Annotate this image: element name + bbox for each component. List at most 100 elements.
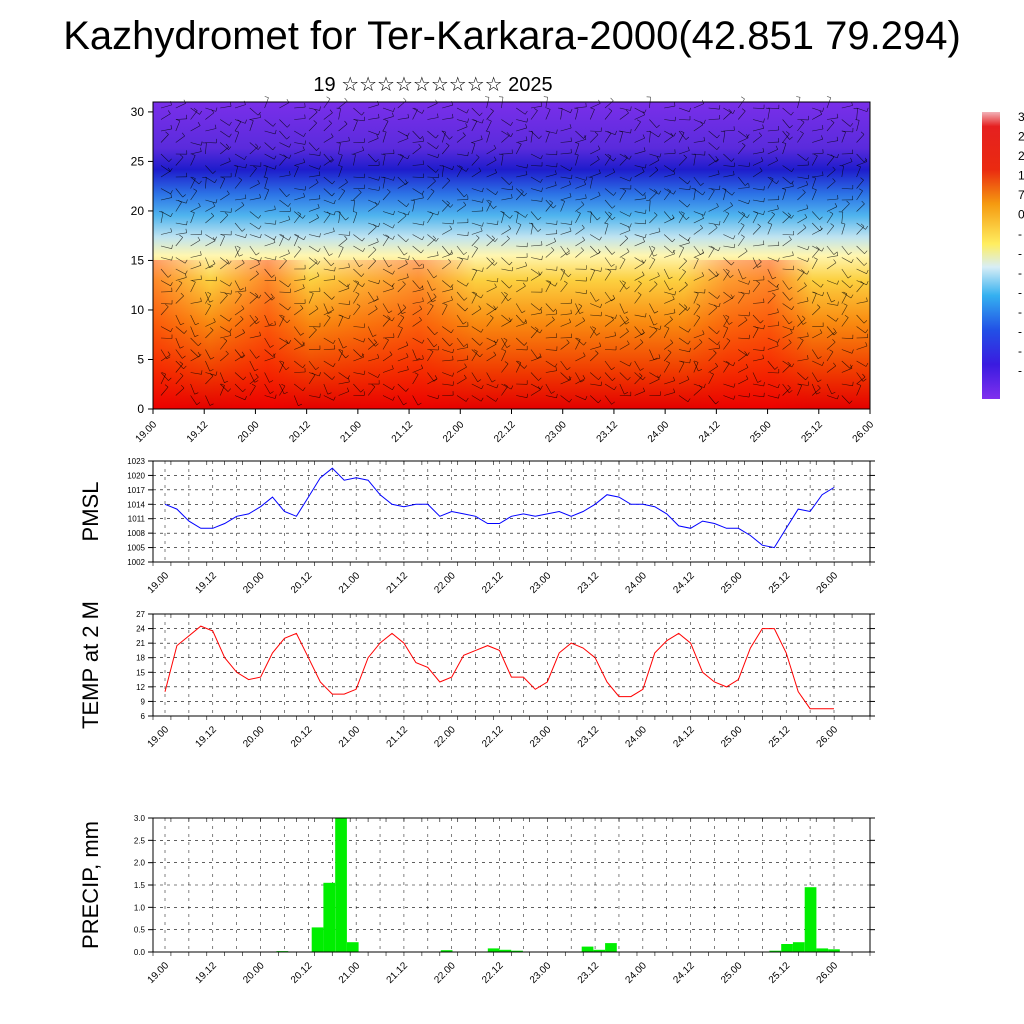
wind-barb bbox=[516, 265, 527, 270]
wind-barb bbox=[368, 308, 378, 316]
wind-barb-flag bbox=[659, 153, 662, 158]
wind-barb bbox=[471, 237, 480, 247]
wind-barb bbox=[382, 288, 394, 293]
wind-barb-flag bbox=[363, 370, 366, 375]
wind-barb-flag bbox=[452, 372, 455, 377]
wind-barb-flag bbox=[245, 119, 247, 124]
wind-barb bbox=[368, 130, 379, 136]
wind-barb-flag bbox=[698, 369, 703, 372]
y-axis-label: TEMP at 2 M bbox=[78, 601, 103, 729]
wind-barb-flag bbox=[760, 157, 764, 162]
wind-barb bbox=[175, 118, 187, 120]
wind-barb-flag bbox=[330, 159, 335, 163]
wind-barb bbox=[693, 153, 705, 156]
wind-barb-flag bbox=[656, 124, 660, 128]
wind-barb bbox=[234, 280, 241, 291]
wind-barb-flag bbox=[658, 354, 661, 359]
wind-barb-flag bbox=[450, 329, 454, 334]
wind-barb-flag bbox=[612, 168, 616, 173]
wind-barb-flag bbox=[283, 154, 287, 158]
wind-barb bbox=[323, 199, 335, 205]
wind-barb-flag bbox=[398, 326, 403, 329]
heatmap-x-tick-label: 24.12 bbox=[697, 419, 723, 445]
wind-barb bbox=[220, 353, 229, 362]
wind-barb-flag bbox=[777, 338, 780, 343]
wind-barb-flag bbox=[608, 108, 613, 112]
wind-barb-flag bbox=[288, 340, 292, 344]
wind-barb-flag bbox=[758, 132, 762, 136]
x-tick-label: 21.00 bbox=[337, 724, 363, 750]
wind-barb-flag bbox=[315, 305, 319, 309]
wind-barb-flag bbox=[807, 246, 810, 250]
wind-barb bbox=[678, 211, 687, 220]
wind-barb-flag bbox=[387, 188, 391, 193]
heatmap-x-tick-label: 25.00 bbox=[748, 419, 774, 445]
wind-barb-flag bbox=[495, 191, 499, 195]
wind-barb-flag bbox=[274, 165, 277, 170]
wind-barb-flag bbox=[777, 384, 780, 388]
wind-barb-flag bbox=[641, 271, 645, 276]
wind-barb-flag bbox=[422, 160, 424, 165]
wind-barb bbox=[427, 280, 433, 291]
wind-barb bbox=[841, 368, 853, 373]
wind-barb-flag bbox=[237, 119, 242, 122]
wind-barb-flag bbox=[555, 366, 557, 371]
wind-barb bbox=[412, 176, 424, 178]
wind-barb bbox=[427, 176, 439, 178]
wind-barb bbox=[160, 165, 171, 172]
wind-barb bbox=[308, 261, 318, 270]
wind-barb bbox=[678, 326, 689, 333]
wind-barb bbox=[471, 170, 482, 178]
wind-barb-flag bbox=[642, 329, 645, 333]
wind-barb-flag bbox=[361, 353, 365, 358]
wind-barb bbox=[294, 345, 305, 350]
wind-barb-flag bbox=[703, 211, 706, 216]
wind-barb-flag bbox=[596, 332, 601, 336]
wind-barb bbox=[841, 211, 844, 224]
wind-barb bbox=[841, 337, 853, 339]
wind-barb-flag bbox=[472, 291, 477, 294]
wind-barb bbox=[678, 150, 690, 155]
colorbar-label: - bbox=[1018, 344, 1022, 358]
wind-barb-flag bbox=[763, 325, 765, 330]
wind-barb bbox=[308, 291, 321, 293]
wind-barb bbox=[397, 130, 408, 137]
wind-barb bbox=[767, 257, 779, 262]
wind-barb bbox=[249, 376, 259, 385]
wind-barb-flag bbox=[318, 248, 321, 253]
wind-barb bbox=[338, 238, 348, 247]
wind-barb bbox=[160, 153, 170, 162]
wind-barb-flag bbox=[777, 204, 779, 209]
wind-barb-flag bbox=[258, 294, 262, 299]
wind-barb-flag bbox=[333, 275, 335, 280]
wind-barb-flag bbox=[568, 273, 572, 278]
wind-barb-flag bbox=[611, 216, 616, 221]
wind-barb-flag bbox=[256, 355, 260, 359]
wind-barb bbox=[589, 328, 596, 339]
wind-barb bbox=[797, 340, 804, 350]
wind-barb-flag bbox=[772, 292, 776, 296]
wind-barb-flag bbox=[745, 363, 749, 368]
wind-barb bbox=[382, 222, 393, 229]
wind-barb-flag bbox=[209, 327, 214, 331]
wind-barb bbox=[619, 112, 629, 120]
wind-barb-flag bbox=[856, 383, 862, 386]
wind-barb-flag bbox=[763, 118, 765, 123]
wind-barb-flag bbox=[657, 375, 660, 380]
wind-barb-flag bbox=[541, 255, 543, 260]
wind-barb bbox=[338, 303, 350, 305]
wind-barb bbox=[797, 122, 805, 132]
wind-barb-flag bbox=[599, 236, 602, 241]
wind-barb-flag bbox=[476, 235, 480, 239]
wind-barb bbox=[368, 357, 379, 362]
wind-barb bbox=[752, 160, 764, 166]
wind-barb bbox=[323, 317, 331, 327]
wind-barb bbox=[175, 295, 184, 304]
wind-barb bbox=[738, 280, 749, 285]
wind-barb bbox=[501, 212, 505, 224]
wind-barb bbox=[723, 107, 734, 114]
wind-barb bbox=[619, 238, 629, 247]
wind-barb-flag bbox=[833, 328, 837, 332]
wind-barb bbox=[486, 383, 497, 389]
wind-barb bbox=[353, 349, 362, 358]
